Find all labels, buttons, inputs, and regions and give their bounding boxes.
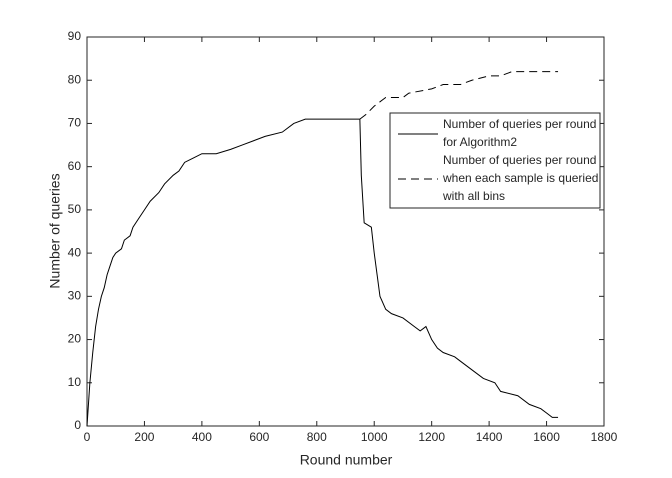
y-tick-label: 70 xyxy=(68,116,82,130)
x-tick-label: 400 xyxy=(192,430,212,444)
y-tick-label: 10 xyxy=(68,375,82,389)
x-tick-label: 800 xyxy=(307,430,327,444)
legend-label: Number of queries per round for Algorithm… xyxy=(443,117,596,149)
legend-label: Number of queries per round when each sam… xyxy=(442,153,598,203)
x-tick-label: 1600 xyxy=(533,430,560,444)
legend-box xyxy=(389,112,601,209)
x-tick-label: 0 xyxy=(84,430,91,444)
y-tick-label: 60 xyxy=(68,159,82,173)
y-tick-label: 40 xyxy=(68,245,82,259)
line-series xyxy=(359,71,559,120)
x-tick-label: 1400 xyxy=(476,430,503,444)
y-tick-label: 50 xyxy=(68,202,82,216)
x-tick-label: 200 xyxy=(134,430,154,444)
line-series xyxy=(86,118,559,427)
x-tick-label: 1200 xyxy=(418,430,445,444)
y-tick-label: 90 xyxy=(68,29,82,43)
y-tick-label: 0 xyxy=(74,418,81,432)
x-axis-label: Round number xyxy=(300,452,393,468)
y-axis-label: Number of queries xyxy=(47,173,63,288)
y-tick-label: 80 xyxy=(68,72,82,86)
y-tick-label: 30 xyxy=(68,289,82,303)
y-tick-label: 20 xyxy=(68,332,82,346)
x-tick-label: 1000 xyxy=(361,430,388,444)
plot-area xyxy=(86,36,605,427)
x-tick-label: 1800 xyxy=(591,430,618,444)
x-tick-label: 600 xyxy=(249,430,269,444)
